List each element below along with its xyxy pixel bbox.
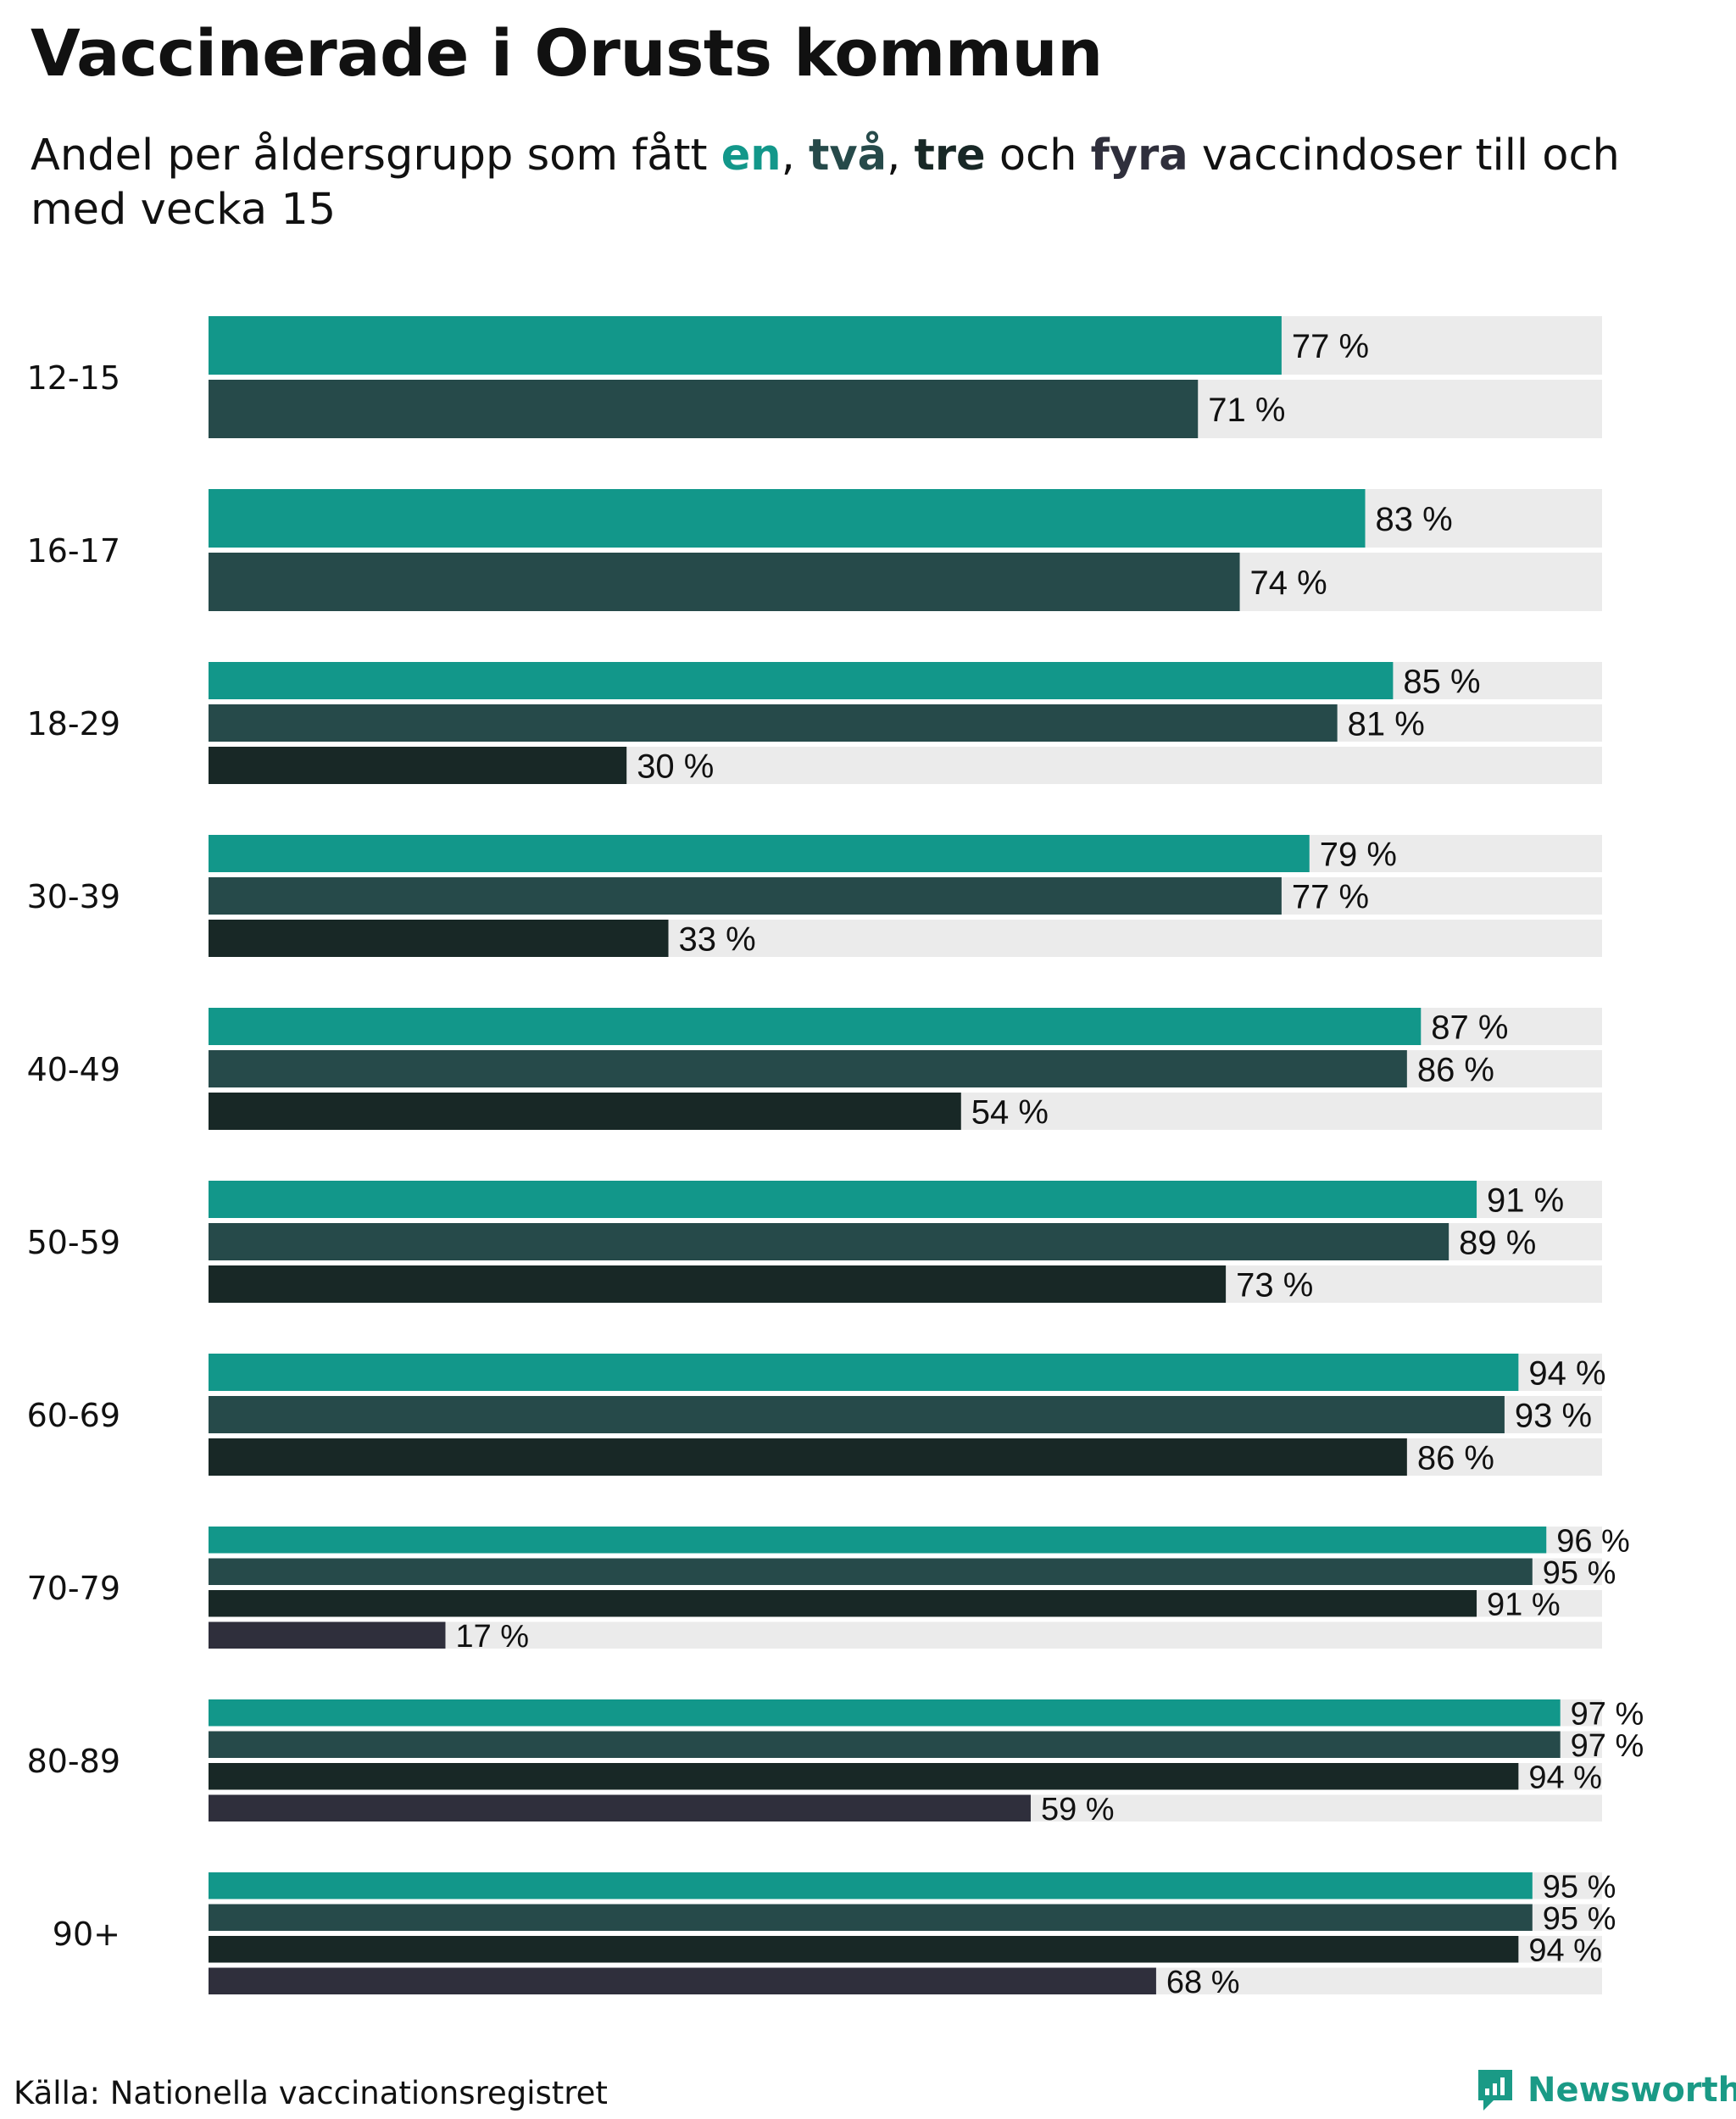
- data-label: 85 %: [1403, 663, 1480, 700]
- data-label: 30 %: [637, 748, 714, 785]
- bar-tva: [209, 380, 1199, 438]
- data-label: 87 %: [1431, 1009, 1508, 1046]
- data-label: 74 %: [1250, 565, 1327, 602]
- data-label: 86 %: [1417, 1051, 1494, 1088]
- data-label: 91 %: [1487, 1587, 1561, 1622]
- bar-tre: [209, 1093, 961, 1130]
- bar-tre: [209, 747, 627, 784]
- bar-en: [209, 662, 1394, 699]
- bar-tre: [209, 1590, 1477, 1617]
- newsworthy-logo-text: Newsworthy: [1527, 2071, 1736, 2110]
- newsworthy-logo: Newsworthy: [1475, 2066, 1736, 2114]
- data-label: 81 %: [1348, 705, 1425, 742]
- data-label: 71 %: [1208, 392, 1285, 429]
- bar-en: [209, 1181, 1477, 1218]
- data-label: 91 %: [1487, 1182, 1564, 1219]
- bar-tva: [209, 1396, 1505, 1433]
- age-group-label: 40-49: [27, 1051, 120, 1088]
- age-group-label: 90+: [53, 1916, 120, 1953]
- age-group-label: 70-79: [27, 1570, 120, 1607]
- bar-tva: [209, 1731, 1561, 1758]
- bar-tva: [209, 877, 1282, 915]
- data-label: 95 %: [1543, 1555, 1616, 1591]
- data-label: 68 %: [1166, 1965, 1240, 2000]
- bar-tre: [209, 1763, 1519, 1790]
- legend-key-en: en: [721, 131, 782, 181]
- data-label: 73 %: [1236, 1266, 1313, 1304]
- data-label: 96 %: [1556, 1523, 1630, 1559]
- data-label: 95 %: [1543, 1901, 1616, 1937]
- bar-en: [209, 1872, 1533, 1899]
- bar-en: [209, 489, 1366, 548]
- newsworthy-logo-icon: [1478, 2070, 1512, 2111]
- data-label: 93 %: [1515, 1397, 1592, 1434]
- bar-en: [209, 835, 1310, 872]
- bar-fyra: [209, 1967, 1156, 1994]
- data-label: 59 %: [1041, 1792, 1115, 1827]
- legend-key-tre: tre: [914, 131, 986, 181]
- source-note: Källa: Nationella vaccinationsregistret: [14, 2075, 608, 2111]
- legend-key-tva: två: [809, 131, 887, 181]
- bar-tre: [209, 920, 669, 957]
- subtitle-separator: ,: [781, 131, 810, 181]
- age-group-label: 12-15: [27, 359, 120, 397]
- bar-tva: [209, 553, 1240, 611]
- subtitle-suffix: vaccindoser till och med vecka 15: [31, 131, 1620, 235]
- data-label: 95 %: [1543, 1869, 1616, 1905]
- bar-tva: [209, 1558, 1533, 1585]
- bar-fyra: [209, 1794, 1031, 1821]
- bar-en: [209, 1354, 1519, 1391]
- bar-tva: [209, 1223, 1449, 1260]
- bar-en: [209, 1527, 1547, 1554]
- bar-tva: [209, 1050, 1407, 1087]
- data-label: 54 %: [971, 1093, 1049, 1131]
- bar-tre: [209, 1265, 1227, 1303]
- age-group-label: 60-69: [27, 1397, 120, 1434]
- age-group-label: 18-29: [27, 705, 120, 742]
- data-label: 97 %: [1571, 1728, 1644, 1764]
- subtitle-prefix: Andel per åldersgrupp som fått: [31, 131, 721, 181]
- age-group-label: 30-39: [27, 878, 120, 915]
- chart-title: Vaccinerade i Orusts kommun: [31, 15, 1103, 91]
- bar-fyra: [209, 1621, 446, 1649]
- data-label: 94 %: [1528, 1760, 1602, 1795]
- data-label: 83 %: [1376, 501, 1453, 538]
- data-label: 89 %: [1459, 1224, 1536, 1261]
- data-label: 97 %: [1571, 1696, 1644, 1732]
- data-label: 77 %: [1292, 878, 1369, 915]
- bar-en: [209, 1008, 1422, 1045]
- bar-en: [209, 1699, 1561, 1727]
- subtitle-separator: ,: [887, 131, 915, 181]
- data-label: 94 %: [1528, 1933, 1602, 1968]
- age-group-label: 50-59: [27, 1224, 120, 1261]
- age-group-label: 80-89: [27, 1743, 120, 1780]
- bar-tre: [209, 1936, 1519, 1963]
- age-group-label: 16-17: [27, 532, 120, 570]
- legend-key-fyra: fyra: [1090, 131, 1188, 181]
- data-label: 77 %: [1292, 328, 1369, 365]
- bar-tva: [209, 704, 1338, 742]
- data-label: 17 %: [455, 1619, 529, 1655]
- data-label: 79 %: [1320, 836, 1397, 873]
- data-label: 94 %: [1528, 1354, 1605, 1392]
- data-label: 33 %: [679, 920, 756, 958]
- chart-subtitle: Andel per åldersgrupp som fått en, två, …: [31, 129, 1641, 237]
- subtitle-conjunction: och: [985, 131, 1091, 181]
- bar-tre: [209, 1438, 1407, 1476]
- data-label: 86 %: [1417, 1439, 1494, 1477]
- bar-en: [209, 316, 1282, 375]
- bar-tva: [209, 1904, 1533, 1931]
